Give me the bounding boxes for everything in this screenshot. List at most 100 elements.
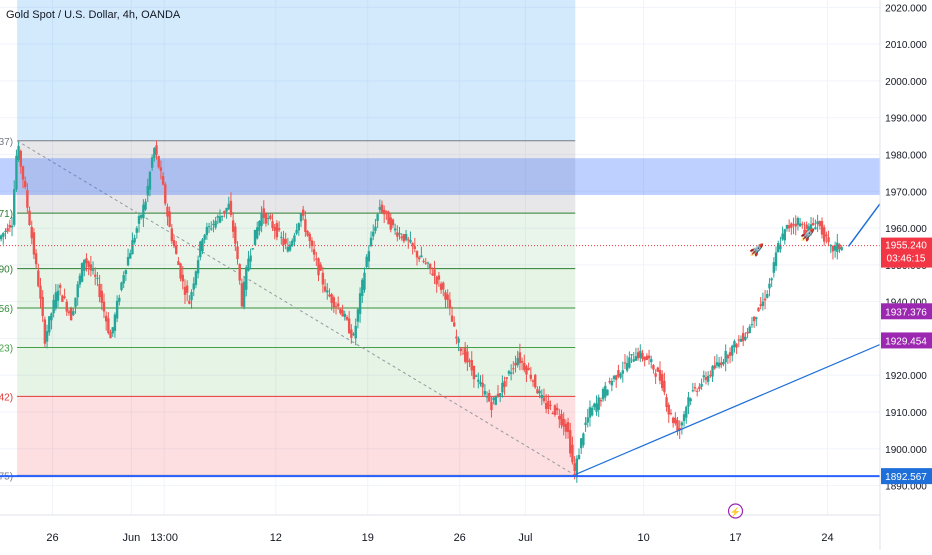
- candle: [420, 246, 423, 258]
- candle: [538, 386, 541, 399]
- candle: [319, 262, 322, 272]
- candle: [273, 223, 276, 240]
- price-tick-label: 1920.000: [885, 371, 927, 382]
- candle: [337, 296, 340, 310]
- fib-level-label: 0.618(1948.990): [0, 265, 13, 276]
- candle-body: [157, 156, 160, 168]
- candle-body: [687, 397, 690, 407]
- candle-body: [330, 294, 333, 303]
- candle: [477, 372, 480, 389]
- candle-body: [190, 292, 193, 301]
- candle: [647, 349, 651, 365]
- candle: [157, 155, 160, 169]
- candle: [223, 210, 226, 218]
- candle-body: [104, 315, 108, 322]
- candle-body: [229, 200, 233, 215]
- candle: [735, 343, 738, 355]
- candle: [102, 293, 106, 319]
- candle-body: [76, 284, 79, 298]
- candle: [207, 222, 211, 234]
- candle: [361, 278, 364, 303]
- candle: [304, 210, 307, 237]
- candle: [389, 213, 392, 233]
- candle: [652, 363, 655, 374]
- candle: [380, 200, 384, 214]
- candle: [790, 222, 793, 235]
- price-axis-bg: [880, 0, 932, 550]
- candle-body: [470, 359, 473, 371]
- candle: [120, 281, 123, 292]
- candle: [689, 397, 692, 406]
- candle: [691, 382, 695, 393]
- candle-body: [183, 286, 187, 295]
- candle-body: [256, 227, 259, 239]
- candle-body: [706, 375, 710, 382]
- candle-body: [569, 430, 572, 454]
- candle: [312, 240, 316, 262]
- price-tick-label: 2020.000: [885, 3, 927, 14]
- candle: [104, 311, 108, 331]
- candle: [253, 229, 257, 246]
- candle: [229, 192, 233, 218]
- candle-body: [363, 272, 366, 290]
- candle: [739, 335, 743, 342]
- candle-body: [496, 393, 500, 397]
- candle-body: [498, 393, 502, 396]
- candle: [413, 237, 417, 253]
- candle: [170, 224, 174, 244]
- price-tick-label: 1940.000: [885, 298, 927, 309]
- candle-body: [463, 348, 467, 362]
- candle-body: [726, 355, 730, 359]
- candle: [772, 257, 776, 278]
- candle: [625, 355, 629, 373]
- candle-body: [98, 283, 101, 298]
- current-price-bg: [881, 237, 932, 268]
- candle-body: [137, 216, 141, 224]
- candle-body: [2, 232, 5, 237]
- candle: [286, 237, 290, 253]
- candle: [744, 332, 747, 342]
- candle: [818, 220, 822, 230]
- candle: [488, 389, 491, 403]
- candle: [634, 347, 638, 361]
- candle-body: [148, 171, 152, 190]
- candle: [17, 141, 20, 163]
- price-tick-label: 1970.000: [885, 187, 927, 198]
- candle: [2, 232, 5, 245]
- candle-body: [827, 237, 830, 242]
- candle: [234, 222, 237, 252]
- candle: [796, 216, 800, 231]
- candle: [687, 391, 690, 415]
- candle: [404, 229, 408, 242]
- time-tick-label: 24: [821, 532, 833, 544]
- candle-body: [212, 223, 215, 225]
- candle-body: [477, 379, 480, 382]
- candle: [299, 212, 303, 227]
- candle: [363, 267, 366, 293]
- candle: [455, 329, 458, 345]
- candle-body: [492, 397, 495, 401]
- candle-body: [717, 362, 721, 367]
- candle-body: [733, 341, 736, 348]
- candle-body: [571, 444, 574, 463]
- candle: [544, 393, 548, 414]
- candle: [168, 206, 171, 228]
- price-tick-label: 1910.000: [885, 408, 927, 419]
- candle-body: [89, 264, 93, 271]
- candle-body: [424, 262, 427, 264]
- candle-body: [680, 422, 684, 426]
- candle-body: [135, 228, 139, 233]
- candle: [231, 212, 235, 239]
- candle: [107, 312, 110, 335]
- candle-body: [87, 261, 90, 267]
- candle: [667, 402, 670, 423]
- candle: [569, 422, 572, 458]
- candle-body: [748, 326, 751, 334]
- candle-body: [757, 307, 760, 312]
- candle-body: [507, 371, 511, 374]
- candle: [277, 221, 281, 233]
- candle: [402, 233, 406, 244]
